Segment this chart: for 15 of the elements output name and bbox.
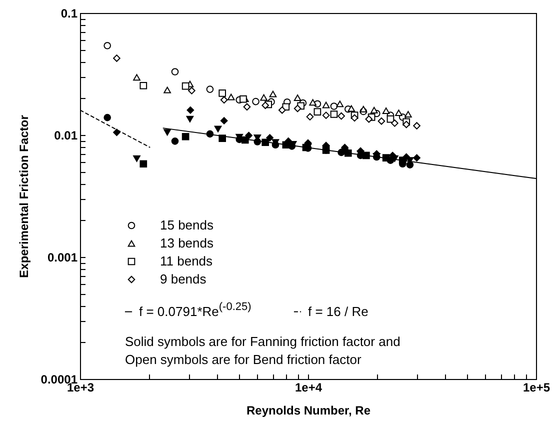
y-tick-label: 0.01 bbox=[54, 128, 78, 142]
legend-label: 11 bends bbox=[160, 254, 214, 268]
x-tick-label: 1e+5 bbox=[522, 380, 550, 394]
annotation: Solid symbols are for Fanning friction factor and bbox=[125, 334, 400, 349]
y-tick-label: 0.1 bbox=[60, 6, 78, 20]
y-axis-title: Experimental Friction Factor bbox=[16, 114, 31, 278]
legend-label: 13 bends bbox=[160, 236, 214, 250]
annotation: Open symbols are for Bend friction factor bbox=[125, 352, 362, 367]
legend-label: f = 0.0791*Re$^{(-0.25)}$ bbox=[139, 300, 252, 319]
legend-label: f = 16 / Re bbox=[308, 304, 368, 319]
x-axis-title: Reynolds Number, Re bbox=[246, 404, 371, 418]
x-tick-label: 1e+4 bbox=[294, 380, 322, 394]
y-tick-label: 0.001 bbox=[47, 250, 78, 264]
legend-label: 9 bends bbox=[160, 272, 207, 286]
legend-label: 15 bends bbox=[160, 218, 214, 232]
